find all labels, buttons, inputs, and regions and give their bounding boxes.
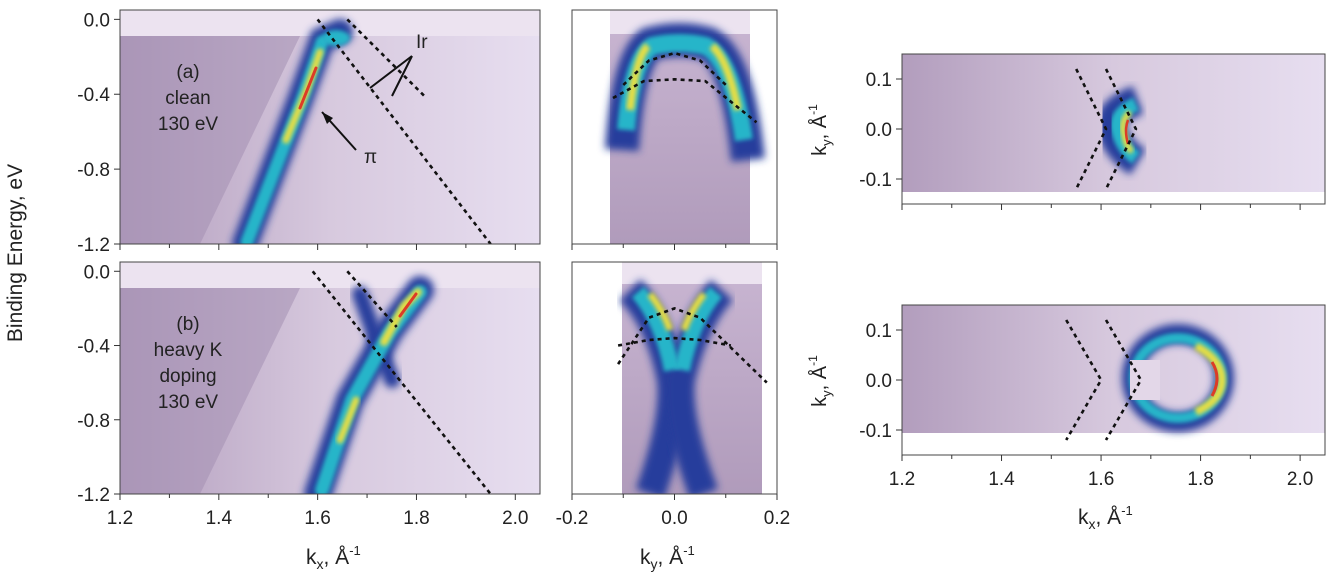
x-axis-label-kx-left: kx, Å-1 bbox=[306, 543, 361, 572]
dashed-line-a-fs-1 bbox=[1104, 68, 1138, 190]
panel-a-ky-dashed-lines bbox=[612, 51, 758, 124]
panel-b-image bbox=[120, 262, 540, 494]
panel-a-label-line3: 130 eV bbox=[158, 114, 219, 135]
dashed-line-b-ky-0 bbox=[617, 307, 768, 384]
kx-unit: , Å bbox=[324, 546, 350, 569]
panel-a-label-line2: clean bbox=[165, 88, 210, 109]
dashed-line-b-ky-1 bbox=[617, 336, 732, 347]
kx-k: k bbox=[306, 546, 317, 569]
y-tick-label-a-2: -0.8 bbox=[77, 160, 110, 181]
x-tick-label-b-fs-4: 2.0 bbox=[1287, 469, 1313, 490]
axes-group: 0.0 -0.4 -0.8 -1.2 0.1 0.0 -0.1 1.2 1.4 1.6 1.8 2.0… bbox=[77, 10, 1313, 529]
y-axis-label-ky-bottom: ky, Å-1 bbox=[806, 355, 834, 407]
y-tick-label-a-fs-2: -0.1 bbox=[859, 170, 892, 191]
panel-a-fs-image bbox=[902, 54, 1325, 204]
y-axis-label-ky-top: ky, Å-1 bbox=[806, 104, 834, 156]
x-tick-label-b-ky-0: -0.2 bbox=[556, 508, 589, 529]
panel-a-ky-image bbox=[572, 10, 777, 244]
x-tick-label-b-ky-2: 0.2 bbox=[764, 508, 790, 529]
panel-b-label-line2: heavy K bbox=[154, 340, 223, 361]
x-axis-label-ky-mid: ky, Å-1 bbox=[640, 543, 695, 572]
ky-k: k bbox=[640, 546, 651, 569]
x-tick-label-b-0: 1.2 bbox=[107, 508, 133, 529]
y-tick-label-a-fs-1: 0.0 bbox=[866, 120, 892, 141]
x-tick-label-b-1: 1.4 bbox=[206, 508, 233, 529]
x-tick-label-b-fs-2: 1.6 bbox=[1088, 469, 1114, 490]
x-tick-label-b-3: 1.8 bbox=[403, 508, 429, 529]
x-axis-label-kx-right: kx, Å-1 bbox=[1078, 503, 1133, 532]
ky-sub: y bbox=[651, 556, 658, 572]
x-tick-label-b-fs-1: 1.4 bbox=[988, 469, 1015, 490]
y-tick-label-a-0: 0.0 bbox=[84, 10, 110, 31]
panel-b-ky-dashed-lines bbox=[617, 307, 768, 384]
panel-a-frame bbox=[119, 9, 541, 245]
panel-b-fs-image bbox=[902, 305, 1325, 455]
panel-b-label-line4: 130 eV bbox=[158, 392, 219, 413]
dashed-line-b-fs-0 bbox=[1065, 319, 1103, 441]
y-tick-label-b-fs-1: 0.0 bbox=[866, 371, 892, 392]
panel-a-image bbox=[120, 10, 540, 244]
x-tick-label-b-4: 2.0 bbox=[502, 508, 528, 529]
y-tick-label-a-1: -0.4 bbox=[77, 85, 110, 106]
x-tick-label-b-ky-1: 0.0 bbox=[661, 508, 687, 529]
panel-b-ky-image bbox=[572, 262, 777, 494]
panel-b-annotation: (b) heavy K doping 130 eV bbox=[154, 314, 223, 413]
y-tick-label-a-3: -1.2 bbox=[77, 235, 110, 256]
kx-sub2: x bbox=[1089, 516, 1096, 532]
ir-arrow-1 bbox=[369, 55, 413, 89]
panel-a-dashed-lines bbox=[316, 18, 492, 244]
x-tick-label-b-fs-3: 1.8 bbox=[1187, 469, 1213, 490]
ky-unit: , Å bbox=[658, 546, 684, 569]
y-tick-label-b-2: -0.8 bbox=[77, 411, 110, 432]
x-tick-label-b-fs-0: 1.2 bbox=[889, 469, 915, 490]
kx-unit2: , Å bbox=[1096, 506, 1122, 529]
panel-b-fs-dashed-lines bbox=[1065, 319, 1143, 441]
pi-arrowhead bbox=[322, 112, 333, 124]
kx-unit-sup2: -1 bbox=[1121, 503, 1133, 518]
dashed-line-a-fs-0 bbox=[1075, 68, 1108, 190]
ir-label: Ir bbox=[416, 32, 428, 53]
y-tick-label-b-1: -0.4 bbox=[77, 337, 110, 358]
y-tick-label-b-fs-0: 0.1 bbox=[866, 321, 892, 342]
kx-k2: k bbox=[1078, 506, 1089, 529]
dashed-line-a-ky-1 bbox=[612, 77, 758, 124]
panel-b-label-line1: (b) bbox=[176, 314, 199, 335]
pi-label: π bbox=[364, 147, 377, 168]
y-tick-label-a-fs-0: 0.1 bbox=[866, 70, 892, 91]
ir-arrow-2 bbox=[391, 55, 413, 97]
panel-a-label-line1: (a) bbox=[176, 62, 199, 83]
dashed-line-b-fs-1 bbox=[1104, 319, 1143, 441]
y-axis-label-binding-energy: Binding Energy, eV bbox=[4, 164, 27, 342]
y-tick-label-b-fs-2: -0.1 bbox=[859, 421, 892, 442]
ky-unit-sup: -1 bbox=[683, 543, 695, 558]
y-tick-label-b-3: -1.2 bbox=[77, 485, 110, 506]
kx-sub: x bbox=[317, 556, 324, 572]
kx-unit-sup: -1 bbox=[349, 543, 361, 558]
y-tick-label-b-0: 0.0 bbox=[84, 262, 110, 283]
dashed-line-a-1 bbox=[346, 18, 428, 99]
panel-b-frame bbox=[119, 261, 541, 495]
panel-a-annotation: (a) clean 130 eV bbox=[158, 62, 219, 135]
panel-b-label-line3: doping bbox=[159, 366, 216, 387]
x-tick-label-b-2: 1.6 bbox=[304, 508, 330, 529]
panel-a-fs-dashed-lines bbox=[1075, 68, 1138, 190]
